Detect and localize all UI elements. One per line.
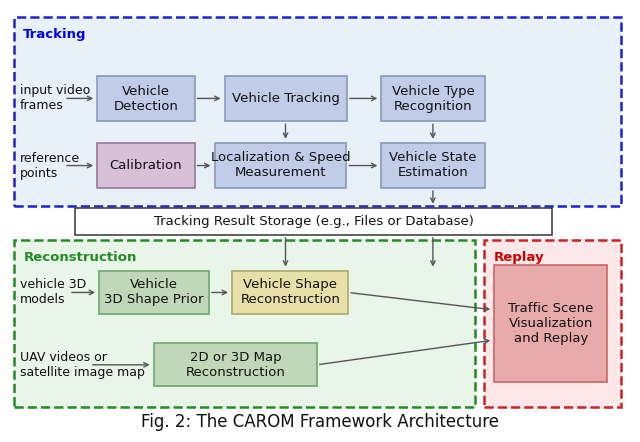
Bar	[494, 265, 607, 382]
Bar	[14, 240, 475, 407]
Bar	[225, 76, 347, 122]
Text: Replay: Replay	[493, 251, 545, 264]
Text: Vehicle Shape
Reconstruction: Vehicle Shape Reconstruction	[240, 278, 340, 306]
Bar	[76, 208, 552, 235]
Text: reference
points: reference points	[20, 152, 81, 179]
Text: vehicle 3D
models: vehicle 3D models	[20, 278, 86, 306]
Bar	[97, 76, 195, 122]
Text: Vehicle Tracking: Vehicle Tracking	[232, 92, 340, 105]
Bar	[14, 17, 621, 206]
Text: Vehicle
3D Shape Prior: Vehicle 3D Shape Prior	[104, 278, 204, 306]
Text: Reconstruction: Reconstruction	[23, 251, 137, 264]
Bar	[232, 271, 348, 314]
Bar	[154, 343, 317, 386]
Bar	[99, 271, 209, 314]
Text: Tracking: Tracking	[23, 28, 87, 41]
Text: Fig. 2: The CAROM Framework Architecture: Fig. 2: The CAROM Framework Architecture	[141, 413, 499, 431]
Bar	[381, 76, 485, 122]
Text: Calibration: Calibration	[109, 159, 182, 172]
Text: Tracking Result Storage (e.g., Files or Database): Tracking Result Storage (e.g., Files or …	[154, 215, 474, 228]
Text: Vehicle State
Estimation: Vehicle State Estimation	[390, 151, 477, 179]
Bar	[214, 143, 346, 188]
Text: 2D or 3D Map
Reconstruction: 2D or 3D Map Reconstruction	[186, 351, 285, 379]
Text: Vehicle Type
Recognition: Vehicle Type Recognition	[392, 84, 475, 113]
Text: Vehicle
Detection: Vehicle Detection	[113, 84, 179, 113]
Bar	[381, 143, 485, 188]
Text: input video
frames: input video frames	[20, 84, 90, 112]
Text: Traffic Scene
Visualization
and Replay: Traffic Scene Visualization and Replay	[508, 302, 593, 345]
Text: Localization & Speed
Measurement: Localization & Speed Measurement	[211, 151, 350, 179]
Text: UAV videos or
satellite image map: UAV videos or satellite image map	[20, 351, 145, 379]
Bar	[97, 143, 195, 188]
Bar	[484, 240, 621, 407]
